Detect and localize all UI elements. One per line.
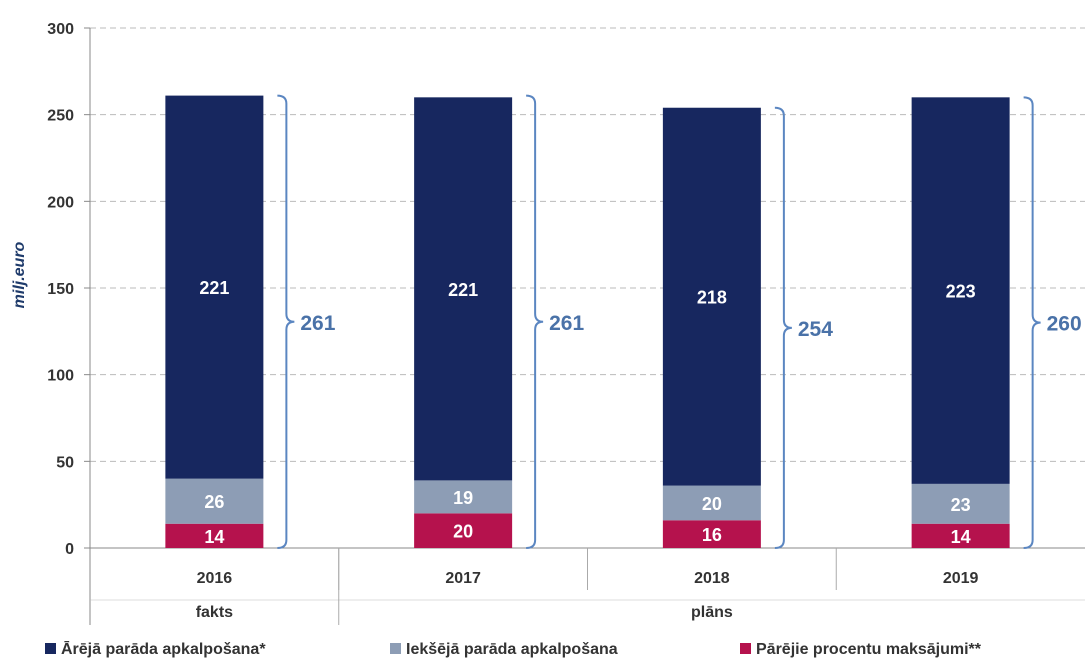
bar-segment xyxy=(165,478,264,524)
total-label: 260 xyxy=(1047,313,1082,336)
group-label: plāns xyxy=(691,604,733,621)
bar-segment xyxy=(414,480,513,514)
value-label: 23 xyxy=(951,495,971,515)
total-brace xyxy=(774,106,792,549)
y-tick-label: 300 xyxy=(47,21,74,38)
y-tick-label: 250 xyxy=(47,108,74,125)
y-axis-label: milj.euro xyxy=(11,241,28,308)
y-tick-label: 150 xyxy=(47,281,74,298)
value-label: 19 xyxy=(453,488,473,508)
value-label: 223 xyxy=(946,282,976,302)
bar-segment xyxy=(911,97,1010,484)
group-label: fakts xyxy=(196,604,233,621)
value-label: 20 xyxy=(453,522,473,542)
value-label: 221 xyxy=(199,278,229,298)
bar-segment xyxy=(911,523,1010,548)
total-brace xyxy=(1023,96,1041,549)
legend-label: Ārējā parāda apkalpošana* xyxy=(61,639,266,658)
total-label: 254 xyxy=(798,318,833,341)
value-label: 16 xyxy=(702,525,722,545)
y-tick-label: 100 xyxy=(47,368,74,385)
total-label: 261 xyxy=(549,312,584,335)
value-label: 20 xyxy=(702,494,722,514)
x-tick-label: 2017 xyxy=(445,570,481,587)
total-brace xyxy=(526,94,544,549)
bar-segment xyxy=(662,485,761,521)
value-label: 26 xyxy=(204,492,224,512)
bar-segment xyxy=(911,483,1010,524)
value-label: 221 xyxy=(448,280,478,300)
legend-swatch xyxy=(740,643,751,654)
total-brace xyxy=(277,94,295,549)
total-label: 261 xyxy=(300,312,335,335)
legend-label: Iekšējā parāda apkalpošana xyxy=(406,641,618,658)
value-label: 218 xyxy=(697,288,727,308)
bar-segment xyxy=(165,523,264,548)
x-tick-label: 2019 xyxy=(943,570,979,587)
y-tick-label: 50 xyxy=(56,454,74,471)
y-tick-label: 0 xyxy=(65,541,74,558)
legend-swatch xyxy=(45,643,56,654)
legend-label: Pārējie procentu maksājumi** xyxy=(756,641,982,658)
value-label: 14 xyxy=(951,527,971,547)
bar-segment xyxy=(414,97,513,481)
bar-segment xyxy=(414,513,513,548)
y-tick-label: 200 xyxy=(47,194,74,211)
bar-segment xyxy=(662,520,761,548)
value-label: 14 xyxy=(204,527,224,547)
x-tick-label: 2016 xyxy=(197,570,233,587)
bar-segment xyxy=(165,95,264,479)
legend-swatch xyxy=(390,643,401,654)
x-tick-label: 2018 xyxy=(694,570,730,587)
bar-segment xyxy=(662,107,761,486)
